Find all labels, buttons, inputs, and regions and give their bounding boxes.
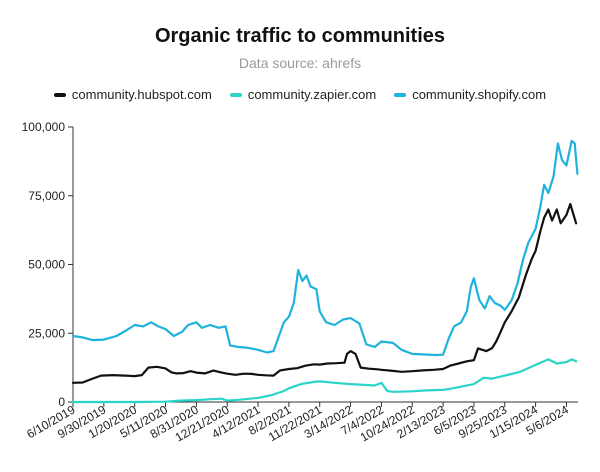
y-tick-label: 25,000 [28, 326, 65, 340]
legend-swatch-shopify [394, 92, 407, 97]
y-tick-label: 0 [58, 395, 65, 409]
y-tick-label: 100,000 [22, 120, 66, 134]
series-line-zapier [71, 358, 578, 404]
chart-subtitle: Data source: ahrefs [238, 55, 362, 71]
chart-legend: community.hubspot.com community.zapier.c… [0, 87, 600, 102]
legend-swatch-hubspot [53, 92, 66, 97]
legend-label-hubspot: community.hubspot.com [71, 87, 212, 102]
y-tick-label: 50,000 [28, 258, 65, 272]
series-line-hubspot [71, 202, 578, 384]
y-tick-label: 75,000 [28, 189, 65, 203]
legend-item-shopify[interactable]: community.shopify.com [394, 87, 546, 102]
chart-title: Organic traffic to communities [154, 25, 446, 47]
legend-item-hubspot[interactable]: community.hubspot.com [53, 87, 212, 102]
legend-swatch-zapier [229, 92, 242, 97]
legend-label-zapier: community.zapier.com [247, 87, 377, 102]
legend-item-zapier[interactable]: community.zapier.com [229, 87, 377, 102]
series-line-shopify [71, 139, 579, 357]
legend-label-shopify: community.shopify.com [412, 87, 547, 102]
